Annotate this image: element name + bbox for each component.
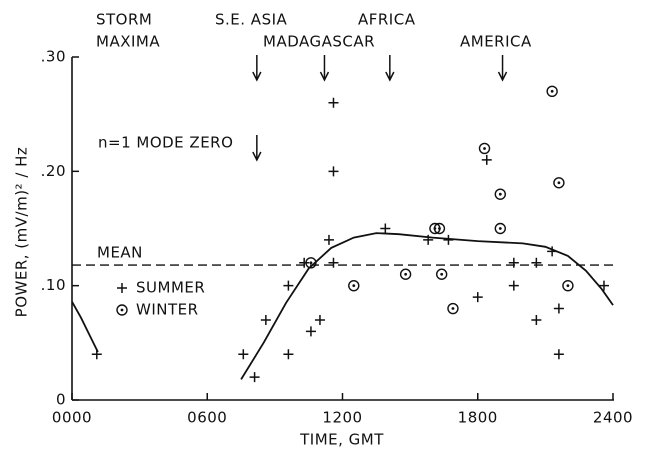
plus-marker: [283, 349, 294, 360]
plus-marker: [91, 349, 102, 360]
arrow-head: [319, 71, 330, 82]
plus-marker: [283, 280, 294, 291]
legend-label: SUMMER: [136, 279, 205, 297]
plus-marker: [443, 234, 454, 245]
plus-marker: [508, 257, 519, 268]
plus-marker: [323, 234, 334, 245]
plus-marker: [314, 314, 325, 325]
plus-marker: [299, 257, 310, 268]
arrow-head: [252, 71, 262, 82]
mean-label: MEAN: [97, 244, 143, 262]
arrow-head: [497, 71, 508, 82]
plus-marker: [305, 326, 316, 337]
y-tick-label: .20: [41, 162, 66, 180]
plus-marker: [481, 154, 492, 165]
plus-marker: [553, 303, 564, 314]
plus-marker: [531, 314, 542, 325]
circle-marker: [546, 85, 558, 98]
plus-marker: [328, 257, 339, 268]
x-tick-label: 0000: [52, 409, 92, 427]
x-tick-label: 2400: [593, 409, 633, 427]
y-tick-label: 0: [56, 391, 66, 409]
circle-marker: [435, 268, 448, 280]
circle-marker: [478, 142, 491, 155]
plus-marker: [508, 280, 519, 291]
plus-marker: [472, 292, 483, 303]
plus-marker: [117, 283, 127, 293]
arrow-head: [252, 151, 262, 162]
circle-marker: [494, 222, 506, 235]
annotation: MADAGASCAR: [263, 33, 375, 51]
x-tick-label: 1200: [322, 409, 362, 427]
circle-marker: [348, 279, 360, 292]
y-axis-label: POWER, (mV/m)² / Hz: [13, 147, 31, 318]
plus-marker: [423, 234, 434, 245]
plus-marker: [328, 97, 339, 108]
plus-marker: [547, 246, 558, 257]
annotation: AMERICA: [460, 33, 532, 51]
x-tick-label: 0600: [187, 409, 227, 427]
circle-marker: [116, 304, 128, 316]
plus-marker: [553, 349, 564, 360]
plus-marker: [380, 223, 391, 234]
curve: [71, 301, 99, 353]
annotation: S.E. ASIA: [215, 11, 288, 29]
plus-marker: [249, 372, 260, 383]
legend-label: WINTER: [136, 301, 199, 319]
circle-marker: [305, 257, 317, 269]
curve: [240, 232, 614, 380]
plus-marker: [598, 280, 609, 291]
plus-marker: [260, 314, 271, 325]
plus-marker: [531, 257, 542, 268]
header-line: STORM: [96, 11, 152, 29]
header-line: MAXIMA: [96, 33, 160, 51]
plus-marker: [238, 349, 249, 360]
circle-marker: [447, 302, 459, 315]
x-axis-label: TIME, GMT: [299, 431, 384, 449]
circle-marker: [553, 177, 565, 189]
circle-marker: [399, 268, 412, 280]
annotation: AFRICA: [358, 11, 416, 29]
circle-marker: [562, 279, 574, 292]
arrow-head: [385, 71, 395, 82]
note: n=1 MODE ZERO: [98, 134, 233, 152]
y-tick-label: .30: [41, 48, 66, 66]
y-tick-label: .10: [41, 276, 66, 294]
plus-marker: [328, 166, 339, 177]
circle-marker: [433, 222, 446, 235]
x-tick-label: 1800: [458, 409, 498, 427]
circle-marker: [494, 188, 506, 200]
